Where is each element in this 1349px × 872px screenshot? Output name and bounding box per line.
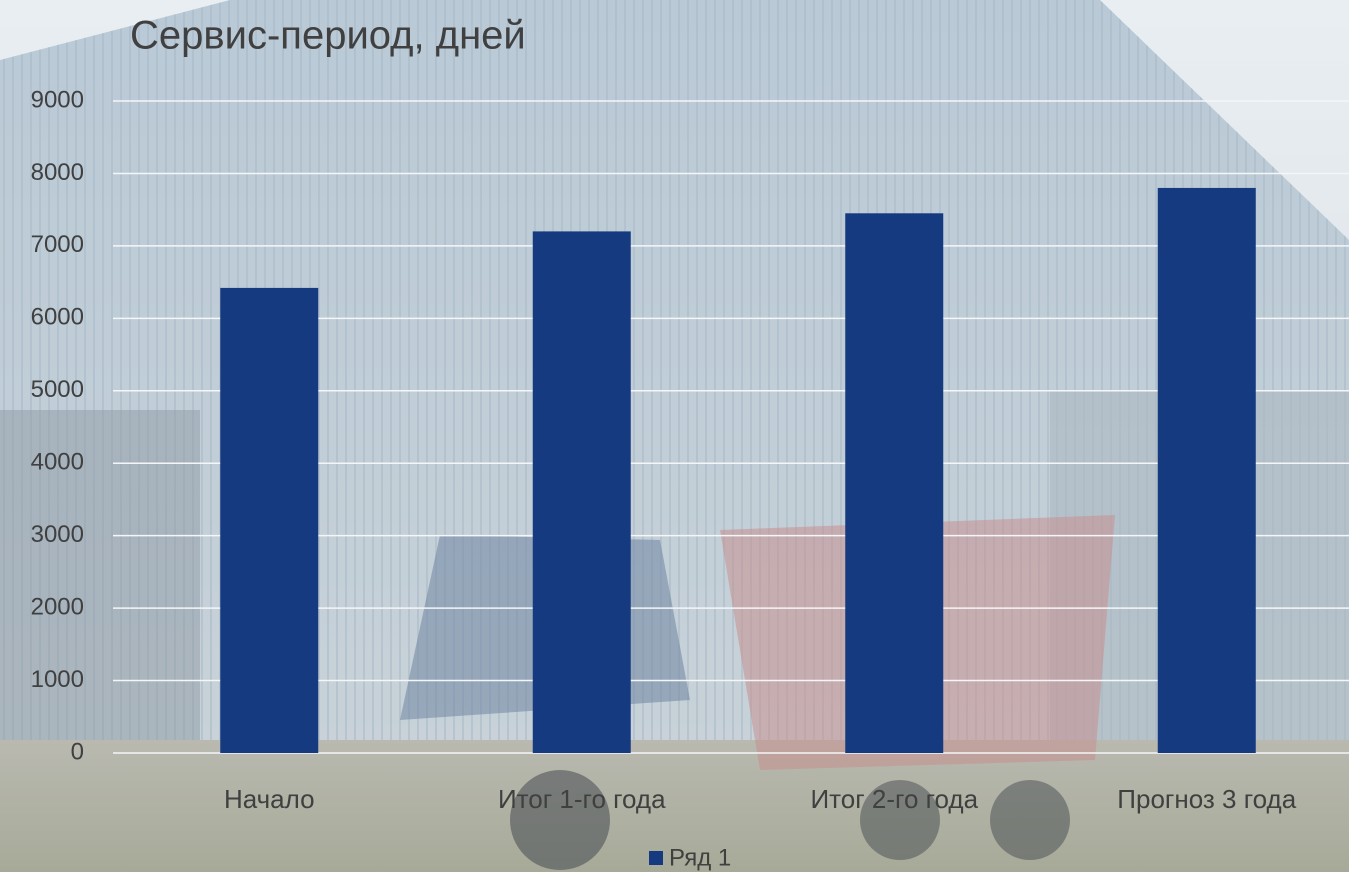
y-tick-label: 3000 (31, 521, 84, 548)
bar (220, 287, 319, 753)
legend-label: Ряд 1 (669, 844, 731, 871)
y-tick-label: 1000 (31, 666, 84, 693)
bar (845, 213, 944, 754)
y-tick-label: 9000 (31, 86, 84, 113)
bar (1157, 187, 1256, 753)
legend-swatch (649, 851, 663, 865)
y-tick-label: 2000 (31, 593, 84, 620)
x-tick-label: Итог 1-го года (498, 784, 666, 814)
x-tick-label: Итог 2-го года (810, 784, 978, 814)
x-tick-label: Начало (224, 784, 315, 814)
chart-title: Сервис-период, дней (130, 14, 526, 58)
y-tick-label: 5000 (31, 376, 84, 403)
x-tick-label: Прогноз 3 года (1117, 784, 1296, 814)
y-tick-label: 8000 (31, 159, 84, 186)
y-tick-label: 0 (71, 738, 84, 765)
y-tick-label: 6000 (31, 304, 84, 331)
y-tick-label: 4000 (31, 449, 84, 476)
bar (532, 231, 631, 753)
y-tick-label: 7000 (31, 231, 84, 258)
